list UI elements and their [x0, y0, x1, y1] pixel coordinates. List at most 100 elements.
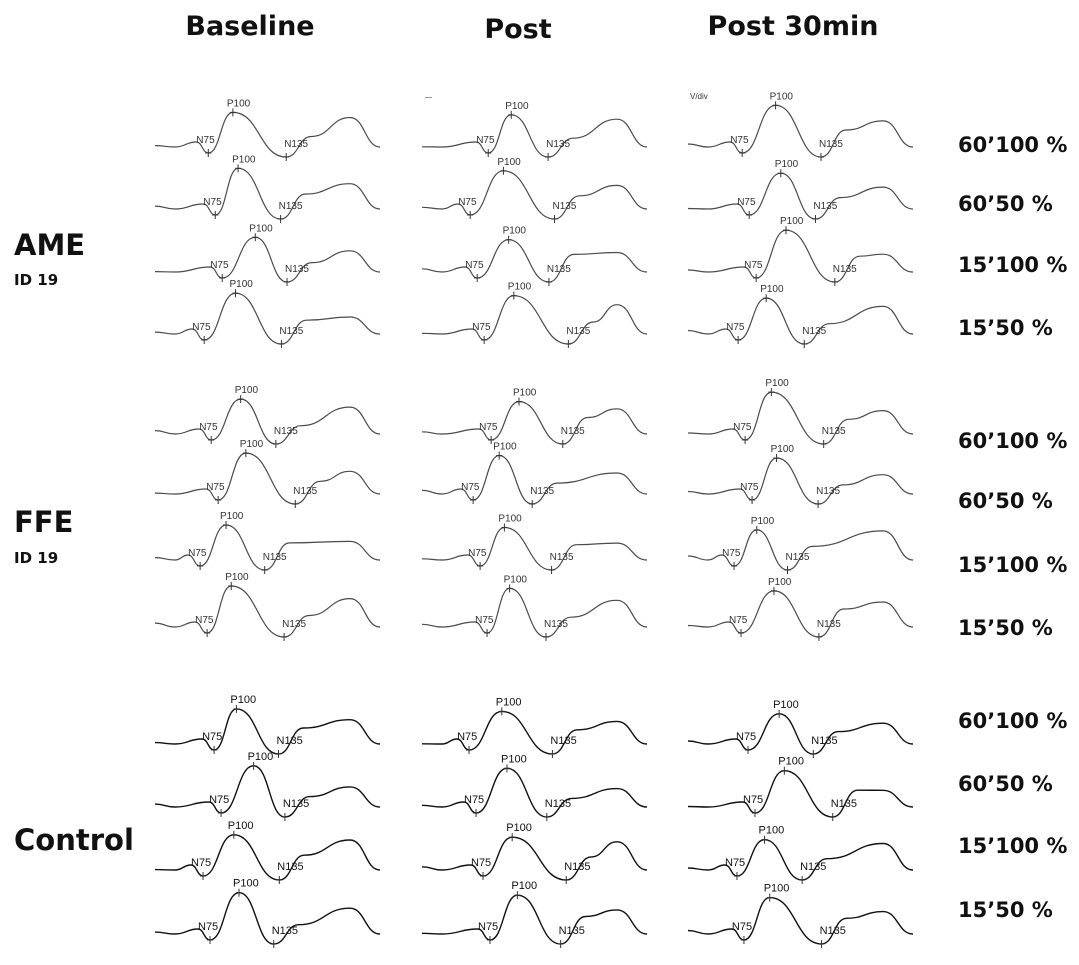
peak-label-p100: P100 [248, 751, 274, 763]
peak-label-n75: N75 [199, 422, 218, 433]
vep-trace-ffe-r4-c3 [687, 590, 914, 638]
vep-trace-ame-r3-c3 [687, 229, 914, 283]
cond-ame-2: 60’50 % [958, 192, 1053, 216]
peak-label-n135: N135 [811, 735, 837, 747]
vep-trace-control-r1-c3 [687, 713, 914, 755]
peak-label-p100: P100 [225, 572, 249, 583]
peak-label-p100: P100 [780, 216, 804, 227]
peak-label-n75: N75 [730, 135, 749, 146]
cond-ame-4: 15’50 % [958, 316, 1053, 340]
peak-label-n135: N135 [547, 264, 571, 275]
peak-label-p100: P100 [775, 159, 799, 170]
group-id-ffe: ID 19 [14, 549, 58, 567]
column-header-post30: Post 30min [708, 11, 879, 42]
cond-ffe-1: 60’100 % [958, 429, 1067, 453]
vep-trace-ffe-r1-c2 [421, 400, 648, 445]
peak-label-n75: N75 [475, 615, 494, 626]
vep-trace-control-r3-c3 [687, 838, 914, 881]
peak-label-n135: N135 [561, 426, 585, 437]
peak-label-n75: N75 [740, 482, 759, 493]
vep-trace-control-r1-c1 [154, 708, 381, 755]
peak-label-n135: N135 [833, 264, 857, 275]
peak-label-p100: P100 [501, 753, 527, 765]
vep-trace-ffe-r2-c1 [154, 452, 381, 505]
peak-label-n75: N75 [478, 921, 498, 933]
peak-label-n135: N135 [559, 925, 585, 937]
vep-trace-ame-r2-c1 [154, 167, 381, 220]
peak-label-p100: P100 [770, 91, 794, 102]
cond-control-2: 60’50 % [958, 772, 1053, 796]
peak-label-n135: N135 [786, 552, 810, 563]
peak-label-n135: N135 [277, 861, 303, 873]
peak-label-p100: P100 [232, 154, 256, 165]
peak-label-n135: N135 [822, 426, 846, 437]
group-label-ffe: FFE [14, 505, 73, 539]
peak-label-p100: P100 [773, 699, 799, 711]
vep-trace-control-r3-c2 [421, 836, 648, 881]
peak-label-n135: N135 [802, 326, 826, 337]
cond-ffe-2: 60’50 % [958, 489, 1053, 513]
axis-fragment-post: — [425, 94, 432, 101]
peak-label-p100: P100 [228, 820, 254, 832]
vep-trace-control-r4-c2 [421, 894, 648, 945]
waveform-traces: N75 P100 N135 N75 P100 N135 N75 P100 N135 N75 P100… [154, 91, 914, 948]
peak-label-n135: N135 [530, 486, 554, 497]
peak-label-p100: P100 [249, 223, 273, 234]
vep-trace-ame-r3-c1 [154, 236, 381, 283]
peak-label-n135: N135 [820, 925, 846, 937]
cond-ame-3: 15’100 % [958, 253, 1067, 277]
vep-trace-ffe-r4-c2 [421, 587, 648, 638]
peak-label-n75: N75 [202, 731, 222, 743]
peak-label-n135: N135 [277, 735, 303, 747]
cond-ffe-3: 15’100 % [958, 553, 1067, 577]
peak-label-p100: P100 [505, 101, 529, 112]
peak-label-n75: N75 [479, 422, 498, 433]
vep-trace-control-r3-c1 [154, 834, 381, 881]
vep-trace-ame-r2-c3 [687, 172, 914, 220]
peak-label-n135: N135 [293, 486, 317, 497]
peak-label-n135: N135 [263, 552, 287, 563]
peak-label-p100: P100 [768, 577, 792, 588]
column-header-baseline: Baseline [185, 11, 314, 42]
peak-label-n75: N75 [209, 794, 229, 806]
peak-label-p100: P100 [508, 282, 532, 293]
vep-trace-control-r4-c1 [154, 891, 381, 945]
cond-control-1: 60’100 % [958, 709, 1067, 733]
peak-label-n135: N135 [545, 798, 571, 810]
peak-label-n135: N135 [285, 264, 309, 275]
peak-label-n135: N135 [813, 201, 837, 212]
peak-label-p100: P100 [765, 378, 789, 389]
peak-label-n75: N75 [471, 857, 491, 869]
peak-label-n135: N135 [546, 139, 570, 150]
vep-trace-ame-r1-c1 [154, 111, 381, 158]
peak-label-n75: N75 [476, 135, 495, 146]
vep-trace-control-r2-c2 [421, 767, 648, 818]
peak-label-n75: N75 [465, 260, 484, 271]
vep-trace-ffe-r2-c3 [687, 457, 914, 505]
group-label-control: Control [14, 823, 134, 857]
peak-label-n135: N135 [279, 326, 303, 337]
peak-label-p100: P100 [764, 883, 790, 895]
peak-label-p100: P100 [759, 825, 785, 837]
peak-label-n135: N135 [564, 861, 590, 873]
axis-fragment-post30: V/div [690, 92, 708, 101]
peak-label-n75: N75 [195, 615, 214, 626]
peak-label-n75: N75 [743, 794, 763, 806]
vep-trace-ame-r3-c2 [421, 239, 648, 283]
peak-label-n135: N135 [566, 326, 590, 337]
peak-label-p100: P100 [240, 439, 264, 450]
peak-label-n135: N135 [283, 798, 309, 810]
peak-label-n75: N75 [206, 482, 225, 493]
peak-label-n75: N75 [729, 615, 748, 626]
vep-trace-ame-r2-c2 [421, 170, 648, 220]
peak-label-n75: N75 [458, 197, 477, 208]
vep-trace-control-r2-c1 [154, 765, 381, 818]
peak-label-p100: P100 [778, 756, 804, 768]
peak-label-p100: P100 [504, 574, 528, 585]
peak-label-n135: N135 [819, 139, 843, 150]
peak-label-n75: N75 [192, 322, 211, 333]
peak-label-n75: N75 [732, 921, 752, 933]
peak-label-n135: N135 [800, 861, 826, 873]
peak-label-n75: N75 [203, 197, 222, 208]
